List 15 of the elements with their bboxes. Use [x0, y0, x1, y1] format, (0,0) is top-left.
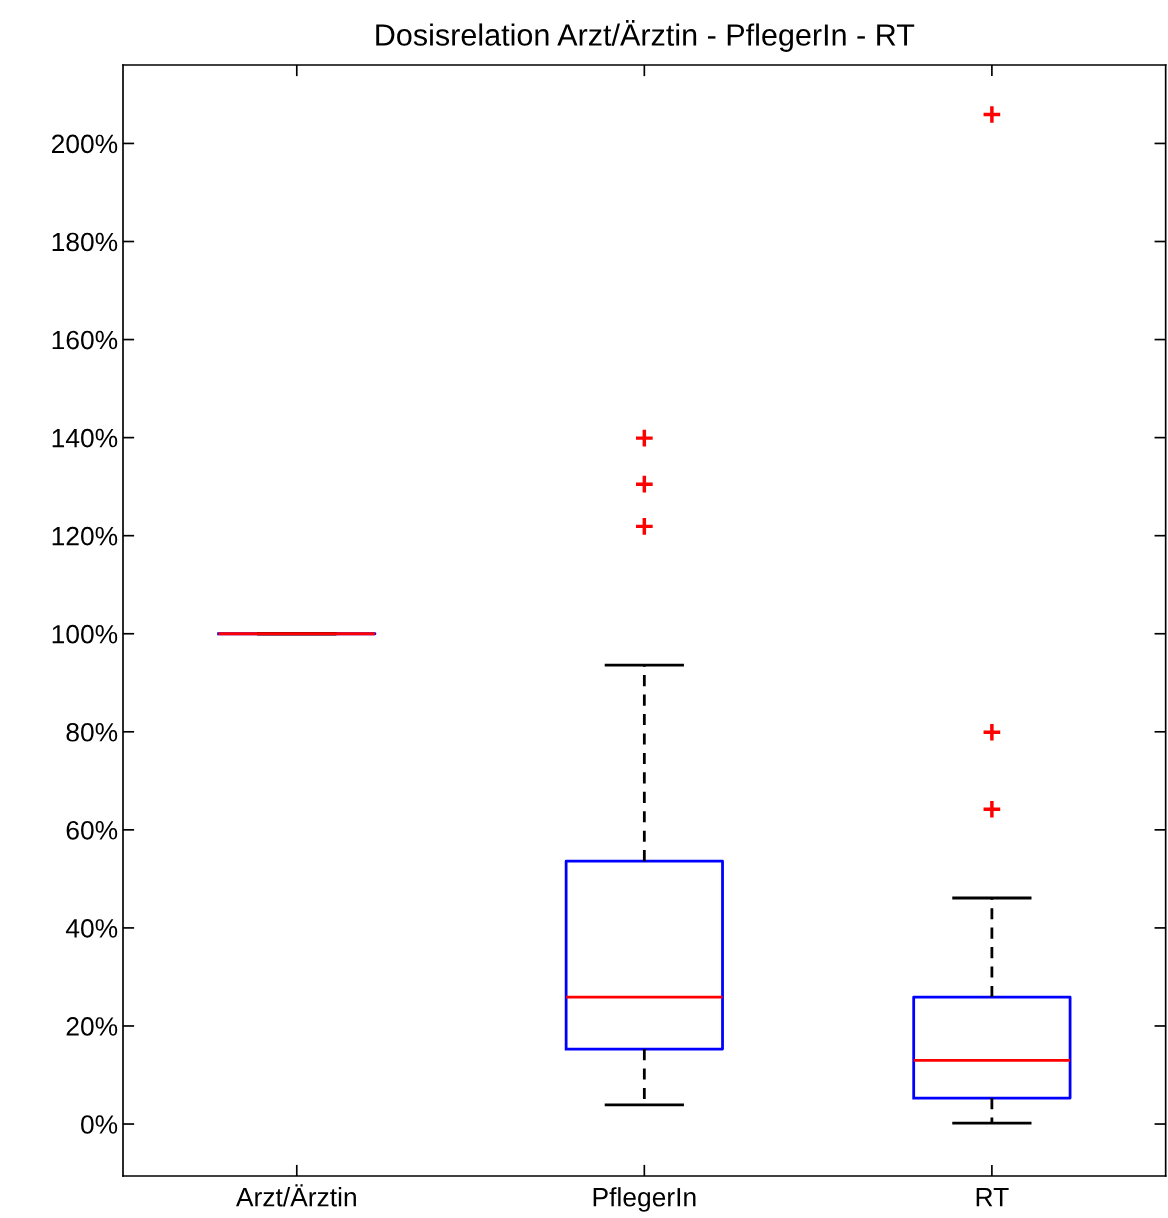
y-tick-label: 100%: [52, 624, 118, 644]
y-tick-label: 160%: [52, 330, 118, 350]
y-tick-label: 140%: [52, 428, 118, 448]
y-tick-label: 40%: [65, 919, 118, 938]
y-tick-label: 0%: [81, 1115, 118, 1134]
chart-title: Dosisrelation Arzt/Ärztin - PflegerIn - RT: [376, 19, 915, 52]
y-tick-label: 20%: [66, 1017, 118, 1036]
y-tick-label: 120%: [52, 526, 118, 546]
x-tick-label: PflegerIn: [593, 1187, 696, 1212]
y-tick-label: 200%: [51, 134, 118, 154]
y-tick-label: 180%: [52, 232, 118, 252]
x-tick-label: RT: [976, 1188, 1009, 1207]
x-tick-label: Arzt/Ärztin: [235, 1184, 356, 1207]
y-tick-label: 60%: [66, 820, 118, 840]
y-tick-label: 80%: [66, 722, 118, 742]
